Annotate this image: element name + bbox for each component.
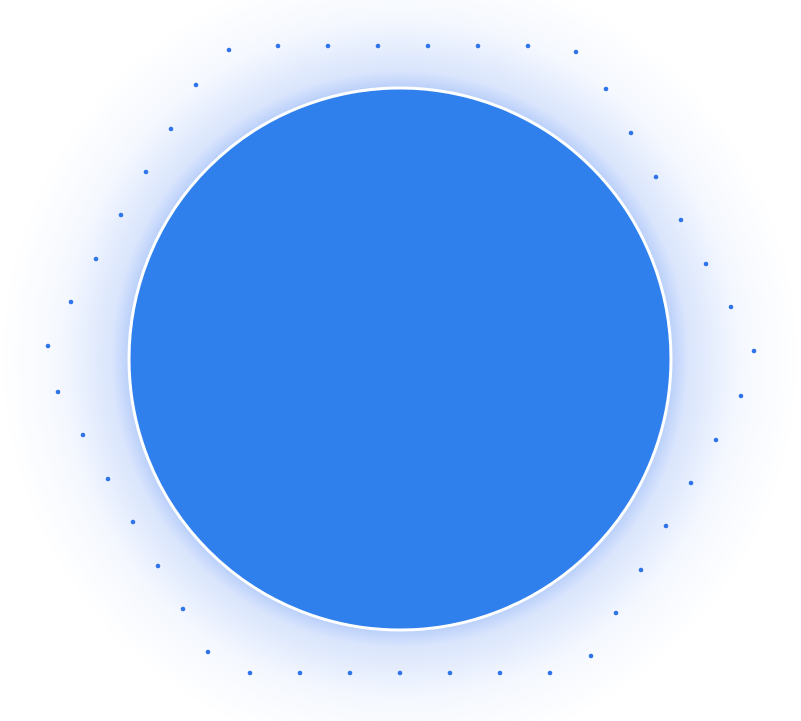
ring-dot: [226, 47, 232, 53]
ring-dot: [118, 212, 124, 218]
ring-dot: [347, 670, 353, 676]
ring-dot: [143, 169, 149, 175]
ring-dot: [397, 670, 403, 676]
ring-dot: [613, 610, 619, 616]
ring-dot: [447, 670, 453, 676]
ring-dot: [573, 49, 579, 55]
ring-dot: [603, 86, 609, 92]
ring-dot: [297, 670, 303, 676]
ring-dot: [678, 217, 684, 223]
ring-dot: [55, 389, 61, 395]
ring-dot: [588, 653, 594, 659]
ring-dot: [738, 393, 744, 399]
ring-dot: [728, 304, 734, 310]
ring-dot: [497, 670, 503, 676]
ring-dot: [628, 130, 634, 136]
ring-dot: [68, 299, 74, 305]
ring-dot: [180, 606, 186, 612]
ring-dot: [193, 82, 199, 88]
ring-dot: [653, 174, 659, 180]
ring-dot: [688, 480, 694, 486]
ring-dot: [325, 43, 331, 49]
ring-dot: [45, 343, 51, 349]
ring-dot: [247, 670, 253, 676]
ring-dot: [425, 43, 431, 49]
ring-dot: [663, 523, 669, 529]
ring-dot: [93, 256, 99, 262]
ring-dot: [751, 348, 757, 354]
ring-dot: [168, 126, 174, 132]
ring-dot: [155, 563, 161, 569]
ring-dot: [130, 519, 136, 525]
ring-dot: [105, 476, 111, 482]
ring-dot: [205, 649, 211, 655]
ring-dot: [375, 43, 381, 49]
ring-dot: [638, 567, 644, 573]
ring-dot: [703, 261, 709, 267]
dotted-hexagon-ring: [45, 43, 757, 676]
ring-dot: [525, 43, 531, 49]
ring-dot: [547, 670, 553, 676]
ring-dot: [713, 437, 719, 443]
main-blue-circle: [127, 86, 673, 632]
ring-dot: [475, 43, 481, 49]
ring-dot: [275, 43, 281, 49]
ring-dot: [80, 432, 86, 438]
